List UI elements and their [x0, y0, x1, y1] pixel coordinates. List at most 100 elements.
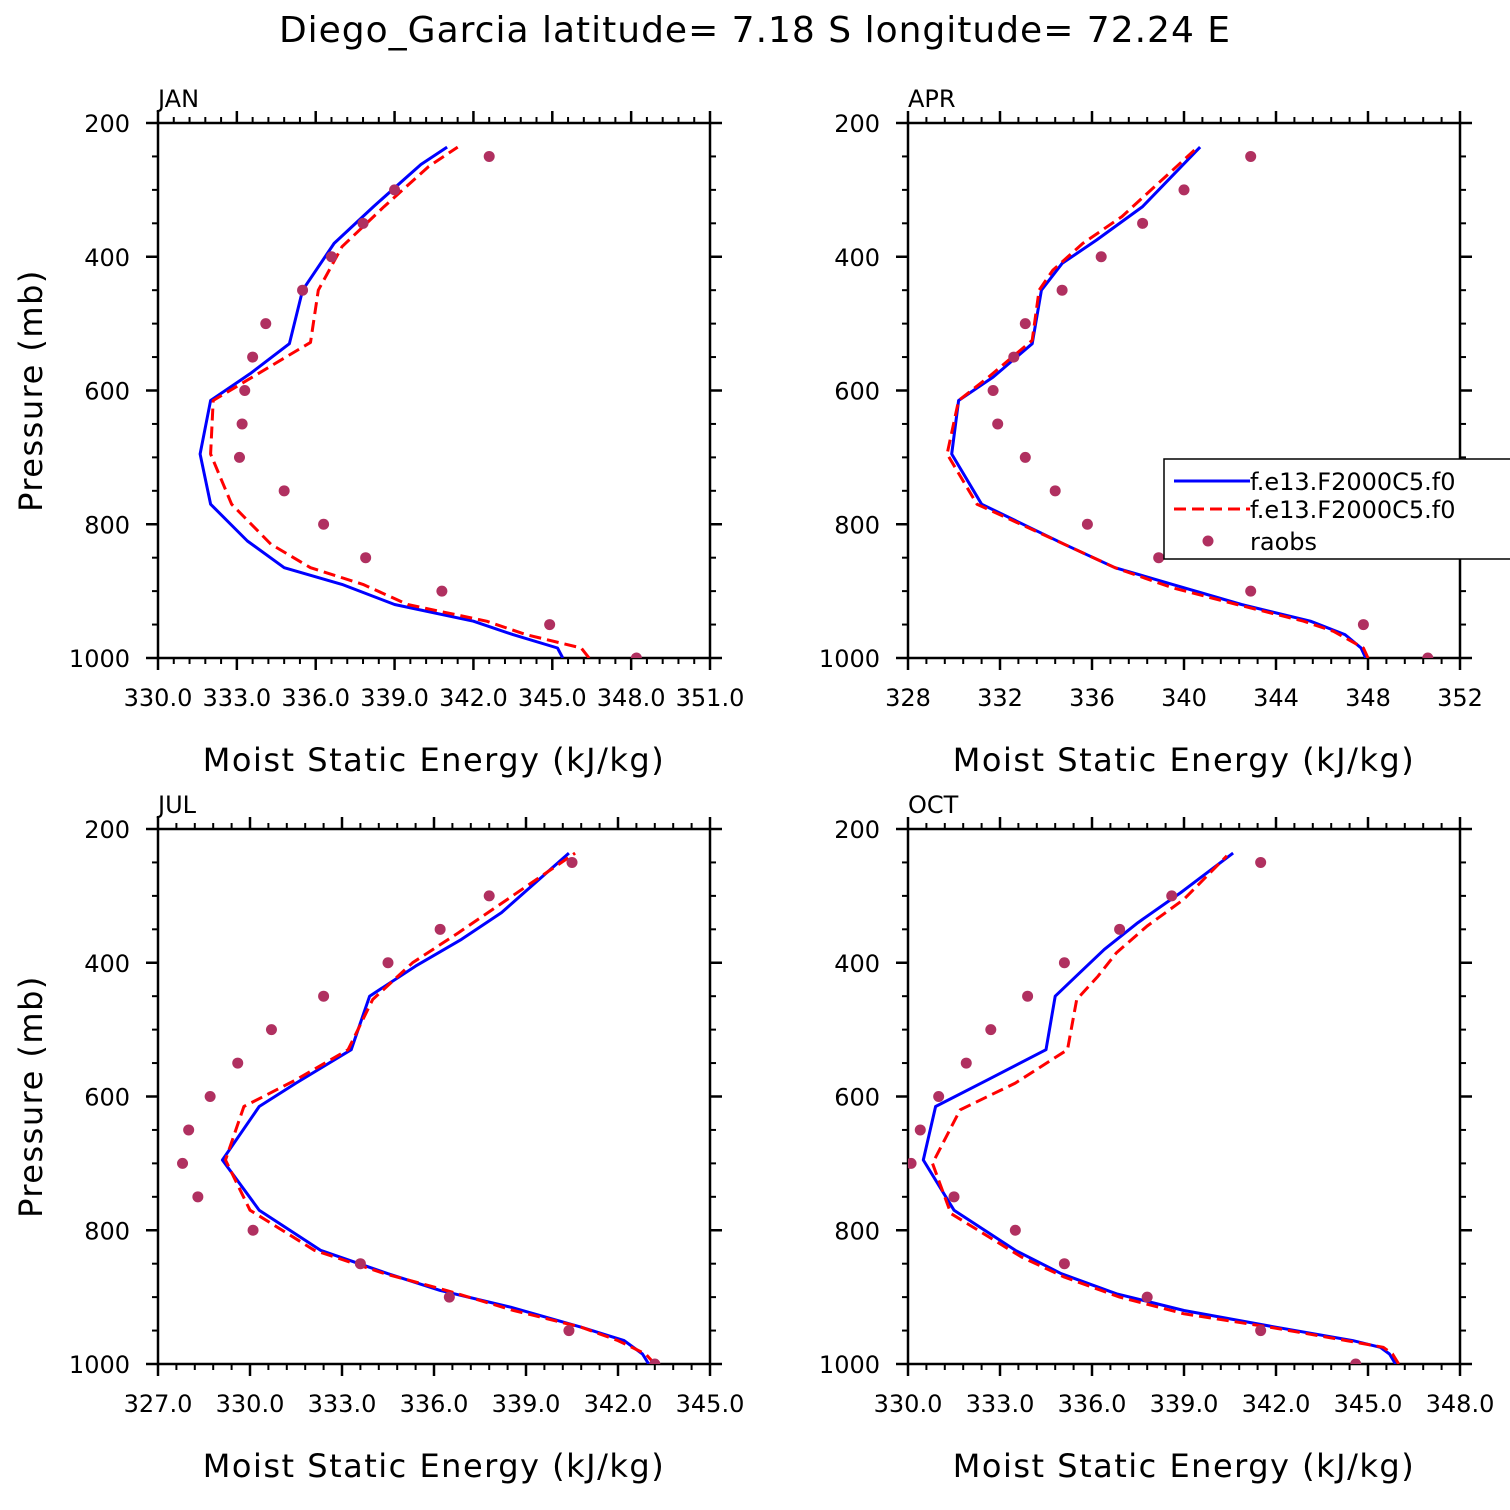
x-tick-label: 332: [977, 684, 1023, 712]
x-tick-label: 336.0: [400, 1390, 469, 1418]
data-series-group: [198, 145, 642, 658]
data-series-group: [908, 851, 1400, 1364]
x-tick-label: 336.0: [281, 684, 350, 712]
x-tick-label: 339.0: [492, 1390, 561, 1418]
raobs-point: [1058, 1258, 1070, 1270]
raobs-point: [985, 1024, 997, 1036]
x-tick-label: 351.0: [676, 684, 745, 712]
raobs-point: [177, 1157, 189, 1169]
x-tick-label: 328: [885, 684, 931, 712]
y-tick-label: 200: [84, 110, 130, 138]
panel-title: APR: [908, 85, 956, 113]
raobs-point: [1137, 217, 1149, 229]
y-tick-label: 1000: [819, 1351, 880, 1379]
raobs-point: [1095, 251, 1107, 263]
raobs-point: [563, 1325, 575, 1337]
y-axis-label: Pressure (mb): [12, 975, 50, 1218]
raobs-point: [325, 251, 337, 263]
raobs-point: [1357, 619, 1369, 631]
raobs-point: [265, 1024, 277, 1036]
raobs-point: [443, 1291, 455, 1303]
x-tick-label: 345.0: [518, 684, 587, 712]
raobs-point: [1422, 652, 1434, 658]
raobs-point: [204, 1091, 216, 1102]
x-tick-label: 342.0: [1242, 1390, 1311, 1418]
raobs-point: [1058, 957, 1070, 969]
x-tick-label: 330.0: [124, 684, 193, 712]
x-tick-label: 345.0: [676, 1390, 745, 1418]
raobs-point: [1049, 485, 1061, 497]
raobs-point: [1255, 1325, 1267, 1337]
raobs-point: [566, 856, 578, 868]
raobs-point: [1019, 451, 1031, 463]
x-axis-label: Moist Static Energy (kJ/kg): [203, 1447, 665, 1485]
raobs-point: [1056, 284, 1068, 296]
y-tick-label: 1000: [69, 645, 130, 673]
raobs-point: [360, 552, 372, 564]
raobs-point: [278, 485, 290, 497]
data-series-group: [945, 145, 1434, 658]
raobs-point: [1019, 318, 1031, 330]
page-title: Diego_Garcia latitude= 7.18 S longitude=…: [278, 10, 1232, 51]
raobs-point: [354, 1258, 366, 1270]
model-line-dashed: [945, 145, 1370, 658]
x-tick-label: 348.0: [597, 684, 666, 712]
x-tick-label: 342.0: [439, 684, 508, 712]
raobs-point: [247, 351, 259, 363]
y-tick-label: 1000: [819, 645, 880, 673]
raobs-point: [992, 418, 1004, 430]
x-tick-label: 339.0: [1150, 1390, 1219, 1418]
y-tick-label: 400: [834, 950, 880, 978]
model-line-dashed: [931, 854, 1400, 1364]
raobs-point: [318, 518, 330, 530]
x-tick-label: 327.0: [124, 1390, 193, 1418]
x-tick-label: 333.0: [202, 684, 271, 712]
raobs-point: [1114, 923, 1126, 935]
model-line-solid: [198, 145, 565, 658]
raobs-point: [1081, 518, 1093, 530]
raobs-point: [1153, 552, 1165, 564]
model-line-solid: [921, 851, 1397, 1364]
raobs-point: [434, 923, 446, 935]
panel-jan: 200 400 600 800 1000 330.0 333.0 336.0 339.0 342.…: [12, 85, 744, 779]
x-tick-label: 345.0: [1334, 1390, 1403, 1418]
y-tick-label: 200: [834, 816, 880, 844]
x-tick-label: 330.0: [216, 1390, 285, 1418]
raobs-point: [1245, 585, 1257, 597]
legend-raobs-marker: [1202, 535, 1214, 547]
raobs-point: [1008, 351, 1020, 363]
y-tick-label: 600: [834, 1084, 880, 1112]
x-tick-label: 340: [1161, 684, 1207, 712]
x-tick-label: 344: [1253, 684, 1299, 712]
raobs-point: [318, 990, 330, 1002]
raobs-point: [914, 1124, 926, 1136]
plot-frame: [906, 827, 1462, 1366]
raobs-point: [183, 1124, 195, 1136]
raobs-point: [382, 957, 394, 969]
x-tick-label: 348.0: [1426, 1390, 1495, 1418]
x-tick-label: 342.0: [584, 1390, 653, 1418]
y-tick-label: 200: [834, 110, 880, 138]
raobs-point: [987, 385, 999, 396]
y-tick-label: 600: [834, 378, 880, 406]
raobs-point: [1245, 150, 1257, 162]
legend: f.e13.F2000C5.f0f.e13.F2000C5.f0 raobs: [1163, 458, 1510, 560]
raobs-point: [483, 890, 495, 902]
raobs-point: [1141, 1291, 1153, 1303]
x-tick-label: 348: [1345, 684, 1391, 712]
x-tick-label: 336: [1069, 684, 1115, 712]
legend-label: f.e13.F2000C5.f0: [1250, 496, 1456, 524]
y-tick-label: 1000: [69, 1351, 130, 1379]
model-line-dashed: [224, 851, 656, 1364]
y-axis-label: Pressure (mb): [12, 269, 50, 512]
raobs-point: [649, 1358, 661, 1364]
y-tick-label: 800: [834, 1217, 880, 1245]
legend-label: f.e13.F2000C5.f0: [1250, 468, 1456, 496]
raobs-point: [630, 652, 642, 658]
x-axis-label: Moist Static Energy (kJ/kg): [953, 1447, 1415, 1485]
raobs-point: [233, 451, 245, 463]
data-series-group: [177, 851, 661, 1364]
raobs-point: [544, 619, 556, 631]
